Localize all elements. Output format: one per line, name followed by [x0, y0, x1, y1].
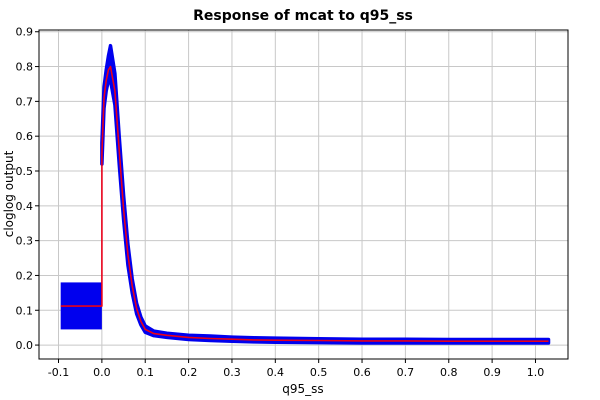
x-tick-label: 0.2 — [180, 366, 198, 379]
y-tick-label: 0.8 — [16, 61, 34, 74]
confidence-band — [100, 43, 551, 345]
x-tick-label: 0.6 — [353, 366, 371, 379]
x-tick-label: 0.4 — [267, 366, 285, 379]
x-tick-label: 0.0 — [93, 366, 111, 379]
y-tick-label: 0.3 — [16, 235, 34, 248]
mean-response-line — [60, 65, 549, 343]
x-tick-label: 0.8 — [440, 366, 458, 379]
plot-frame — [38, 29, 569, 360]
y-tick-label: 0.6 — [16, 130, 34, 143]
y-tick-label: 0.9 — [16, 26, 34, 39]
chart-title: Response of mcat to q95_ss — [193, 8, 413, 24]
mean-line-layer — [60, 65, 549, 343]
y-tick-label: 0.7 — [16, 95, 34, 108]
y-tick-label: 0.4 — [16, 200, 34, 213]
x-axis-label: q95_ss — [282, 382, 323, 396]
y-axis-label: cloglog output — [2, 150, 16, 237]
x-tick-label: 0.9 — [483, 366, 501, 379]
y-tick-label: 0.2 — [16, 269, 34, 282]
x-tick-label: 0.5 — [310, 366, 328, 379]
grid — [39, 30, 568, 359]
y-tick-label: 0.5 — [16, 165, 34, 178]
x-tick-label: -0.1 — [48, 366, 69, 379]
x-tick-label: 0.7 — [397, 366, 415, 379]
confidence-band-layer — [100, 43, 551, 345]
x-tick-label: 0.1 — [136, 366, 154, 379]
x-tick-label: 0.3 — [223, 366, 241, 379]
axis-ticks: -0.1 0.0 0.1 0.2 0.3 0.4 0.5 0.6 0.7 0.8 0.9 1.0 0.0… — [16, 26, 545, 379]
x-tick-label: 1.0 — [527, 366, 545, 379]
y-tick-label: 0.0 — [16, 339, 34, 352]
y-tick-label: 0.1 — [16, 304, 34, 317]
